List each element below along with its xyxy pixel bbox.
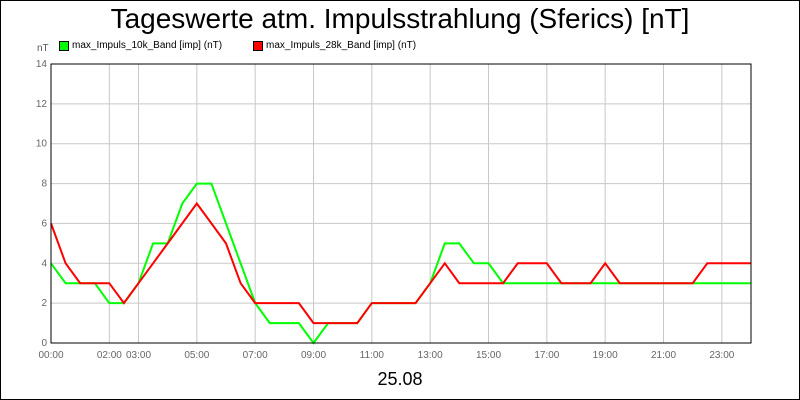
- legend-item-10k: max_Impuls_10k_Band [imp] (nT): [59, 40, 222, 51]
- legend-label-28k: max_Impuls_28k_Band [imp] (nT): [266, 40, 417, 51]
- x-tick-label: 23:00: [709, 350, 734, 361]
- y-unit-label: nT: [37, 43, 49, 54]
- series-line-1: [50, 201, 751, 325]
- x-tick-label: 11:00: [360, 350, 385, 361]
- y-tick-label: 2: [41, 298, 47, 309]
- y-tick-label: 4: [41, 258, 47, 269]
- x-tick-label: 00:00: [38, 350, 63, 361]
- y-tick-label: 8: [41, 179, 47, 190]
- y-tick-label: 12: [36, 99, 48, 110]
- y-tick-label: 0: [41, 338, 47, 349]
- legend-swatch-28k: [253, 40, 263, 51]
- chart-title: Tageswerte atm. Impulsstrahlung (Sferics…: [110, 3, 690, 34]
- x-tick-label: 13:00: [418, 350, 443, 361]
- y-tick-label: 6: [41, 218, 47, 229]
- x-tick-label: 02:00: [97, 350, 122, 361]
- x-tick-label: 21:00: [651, 350, 676, 361]
- plot-border: [50, 63, 752, 344]
- x-tick-label: 19:00: [593, 350, 618, 361]
- x-tick-label: 15:00: [476, 350, 501, 361]
- legend-item-28k: max_Impuls_28k_Band [imp] (nT): [253, 40, 416, 51]
- y-tick-label: 10: [36, 139, 48, 150]
- x-tick-label: 09:00: [301, 350, 326, 361]
- legend-swatch-10k: [59, 40, 69, 51]
- plot-area: [51, 64, 751, 343]
- x-tick-label: 03:00: [126, 350, 151, 361]
- x-tick-label: 05:00: [184, 350, 209, 361]
- x-tick-label: 07:00: [243, 350, 268, 361]
- x-tick-label: 17:00: [534, 350, 559, 361]
- y-tick-label: 14: [36, 59, 48, 70]
- date-label: 25.08: [377, 369, 423, 389]
- legend-label-10k: max_Impuls_10k_Band [imp] (nT): [72, 40, 223, 51]
